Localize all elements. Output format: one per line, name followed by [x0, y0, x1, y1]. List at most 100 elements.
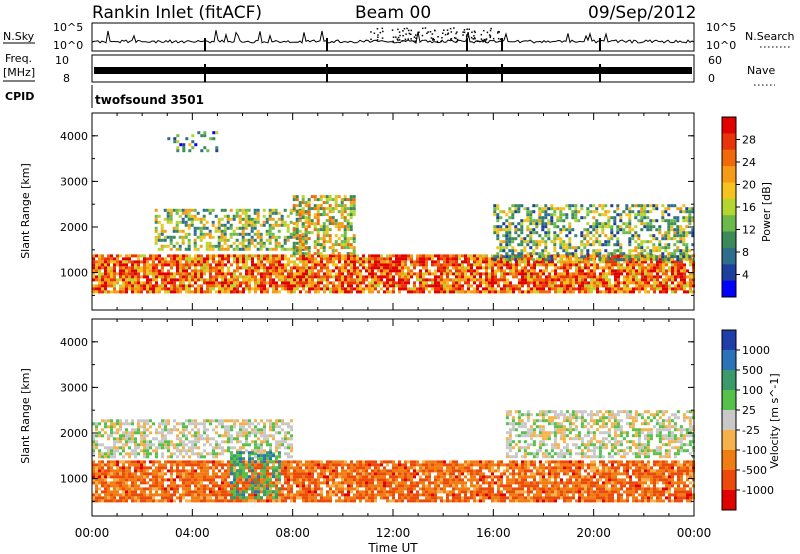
- data-cell: [628, 225, 632, 229]
- data-cell: [281, 472, 284, 476]
- data-cell: [655, 228, 659, 232]
- data-cell: [305, 281, 308, 285]
- data-cell: [347, 254, 350, 258]
- data-cell: [530, 278, 533, 282]
- data-cell: [212, 131, 216, 135]
- data-cell: [493, 213, 497, 217]
- data-cell: [488, 287, 491, 291]
- data-cell: [320, 263, 323, 267]
- data-cell: [551, 287, 554, 291]
- data-cell: [352, 249, 356, 253]
- data-cell: [182, 146, 186, 150]
- data-cell: [233, 281, 236, 285]
- data-cell: [491, 269, 494, 273]
- data-cell: [137, 269, 140, 273]
- data-cell: [425, 260, 428, 264]
- data-cell: [332, 287, 335, 291]
- data-cell: [253, 244, 257, 248]
- data-cell: [607, 225, 611, 229]
- data-cell: [209, 257, 212, 261]
- data-cell: [233, 287, 236, 291]
- data-cell: [161, 269, 164, 273]
- data-cell: [206, 466, 209, 470]
- data-cell: [104, 484, 107, 488]
- data-cell: [346, 228, 350, 232]
- data-cell: [341, 478, 344, 482]
- data-cell: [181, 220, 185, 224]
- data-cell: [220, 229, 224, 233]
- data-cell: [644, 272, 647, 276]
- data-cell: [125, 263, 128, 267]
- data-cell: [523, 207, 527, 211]
- data-cell: [518, 290, 521, 294]
- data-cell: [398, 257, 401, 261]
- data-cell: [419, 290, 422, 294]
- data-cell: [158, 478, 161, 482]
- data-cell: [407, 275, 410, 279]
- data-cell: [557, 284, 560, 288]
- data-cell: [571, 246, 575, 250]
- data-cell: [176, 469, 179, 473]
- data-cell: [295, 223, 299, 227]
- data-cell: [419, 254, 422, 258]
- data-cell: [188, 460, 191, 464]
- data-cell: [428, 278, 431, 282]
- data-cell: [176, 254, 179, 258]
- nsearch-dot: [474, 31, 476, 34]
- data-cell: [205, 208, 209, 212]
- data-cell: [683, 290, 686, 294]
- data-cell: [335, 469, 338, 473]
- data-cell: [610, 216, 614, 220]
- data-cell: [677, 263, 680, 267]
- data-cell: [110, 275, 113, 279]
- data-cell: [335, 499, 338, 503]
- data-cell: [308, 487, 311, 491]
- data-cell: [407, 257, 410, 261]
- data-cell: [619, 249, 623, 253]
- data-cell: [566, 278, 569, 282]
- data-cell: [194, 278, 197, 282]
- data-cell: [181, 238, 185, 242]
- data-cell: [301, 195, 305, 199]
- data-cell: [619, 252, 623, 256]
- data-cell: [98, 263, 101, 267]
- data-cell: [119, 275, 122, 279]
- data-cell: [377, 266, 380, 270]
- data-cell: [239, 490, 242, 494]
- data-cell: [307, 198, 311, 202]
- data-cell: [98, 499, 101, 503]
- data-cell: [344, 260, 347, 264]
- data-cell: [281, 493, 284, 497]
- data-cell: [547, 252, 551, 256]
- data-cell: [350, 269, 353, 273]
- data-cell: [595, 225, 599, 229]
- data-cell: [662, 263, 665, 267]
- data-cell: [182, 472, 185, 476]
- data-cell: [302, 490, 305, 494]
- data-cell: [308, 460, 311, 464]
- data-cell: [353, 493, 356, 497]
- data-cell: [194, 275, 197, 279]
- data-cell: [305, 257, 308, 261]
- data-cell: [196, 217, 200, 221]
- data-cell: [362, 260, 365, 264]
- data-cell: [314, 493, 317, 497]
- data-cell: [368, 287, 371, 291]
- data-cell: [685, 231, 689, 235]
- data-cell: [622, 222, 626, 226]
- data-cell: [325, 219, 329, 223]
- data-cell: [683, 272, 686, 276]
- data-cell: [479, 254, 482, 258]
- data-cell: [569, 290, 572, 294]
- data-cell: [343, 195, 347, 199]
- data-cell: [209, 478, 212, 482]
- data-cell: [601, 243, 605, 247]
- data-cell: [197, 484, 200, 488]
- data-cell: [683, 263, 686, 267]
- data-cell: [479, 257, 482, 261]
- data-cell: [194, 499, 197, 503]
- data-cell: [530, 257, 533, 261]
- data-cell: [307, 222, 311, 226]
- data-cell: [422, 281, 425, 285]
- data-cell: [284, 499, 287, 503]
